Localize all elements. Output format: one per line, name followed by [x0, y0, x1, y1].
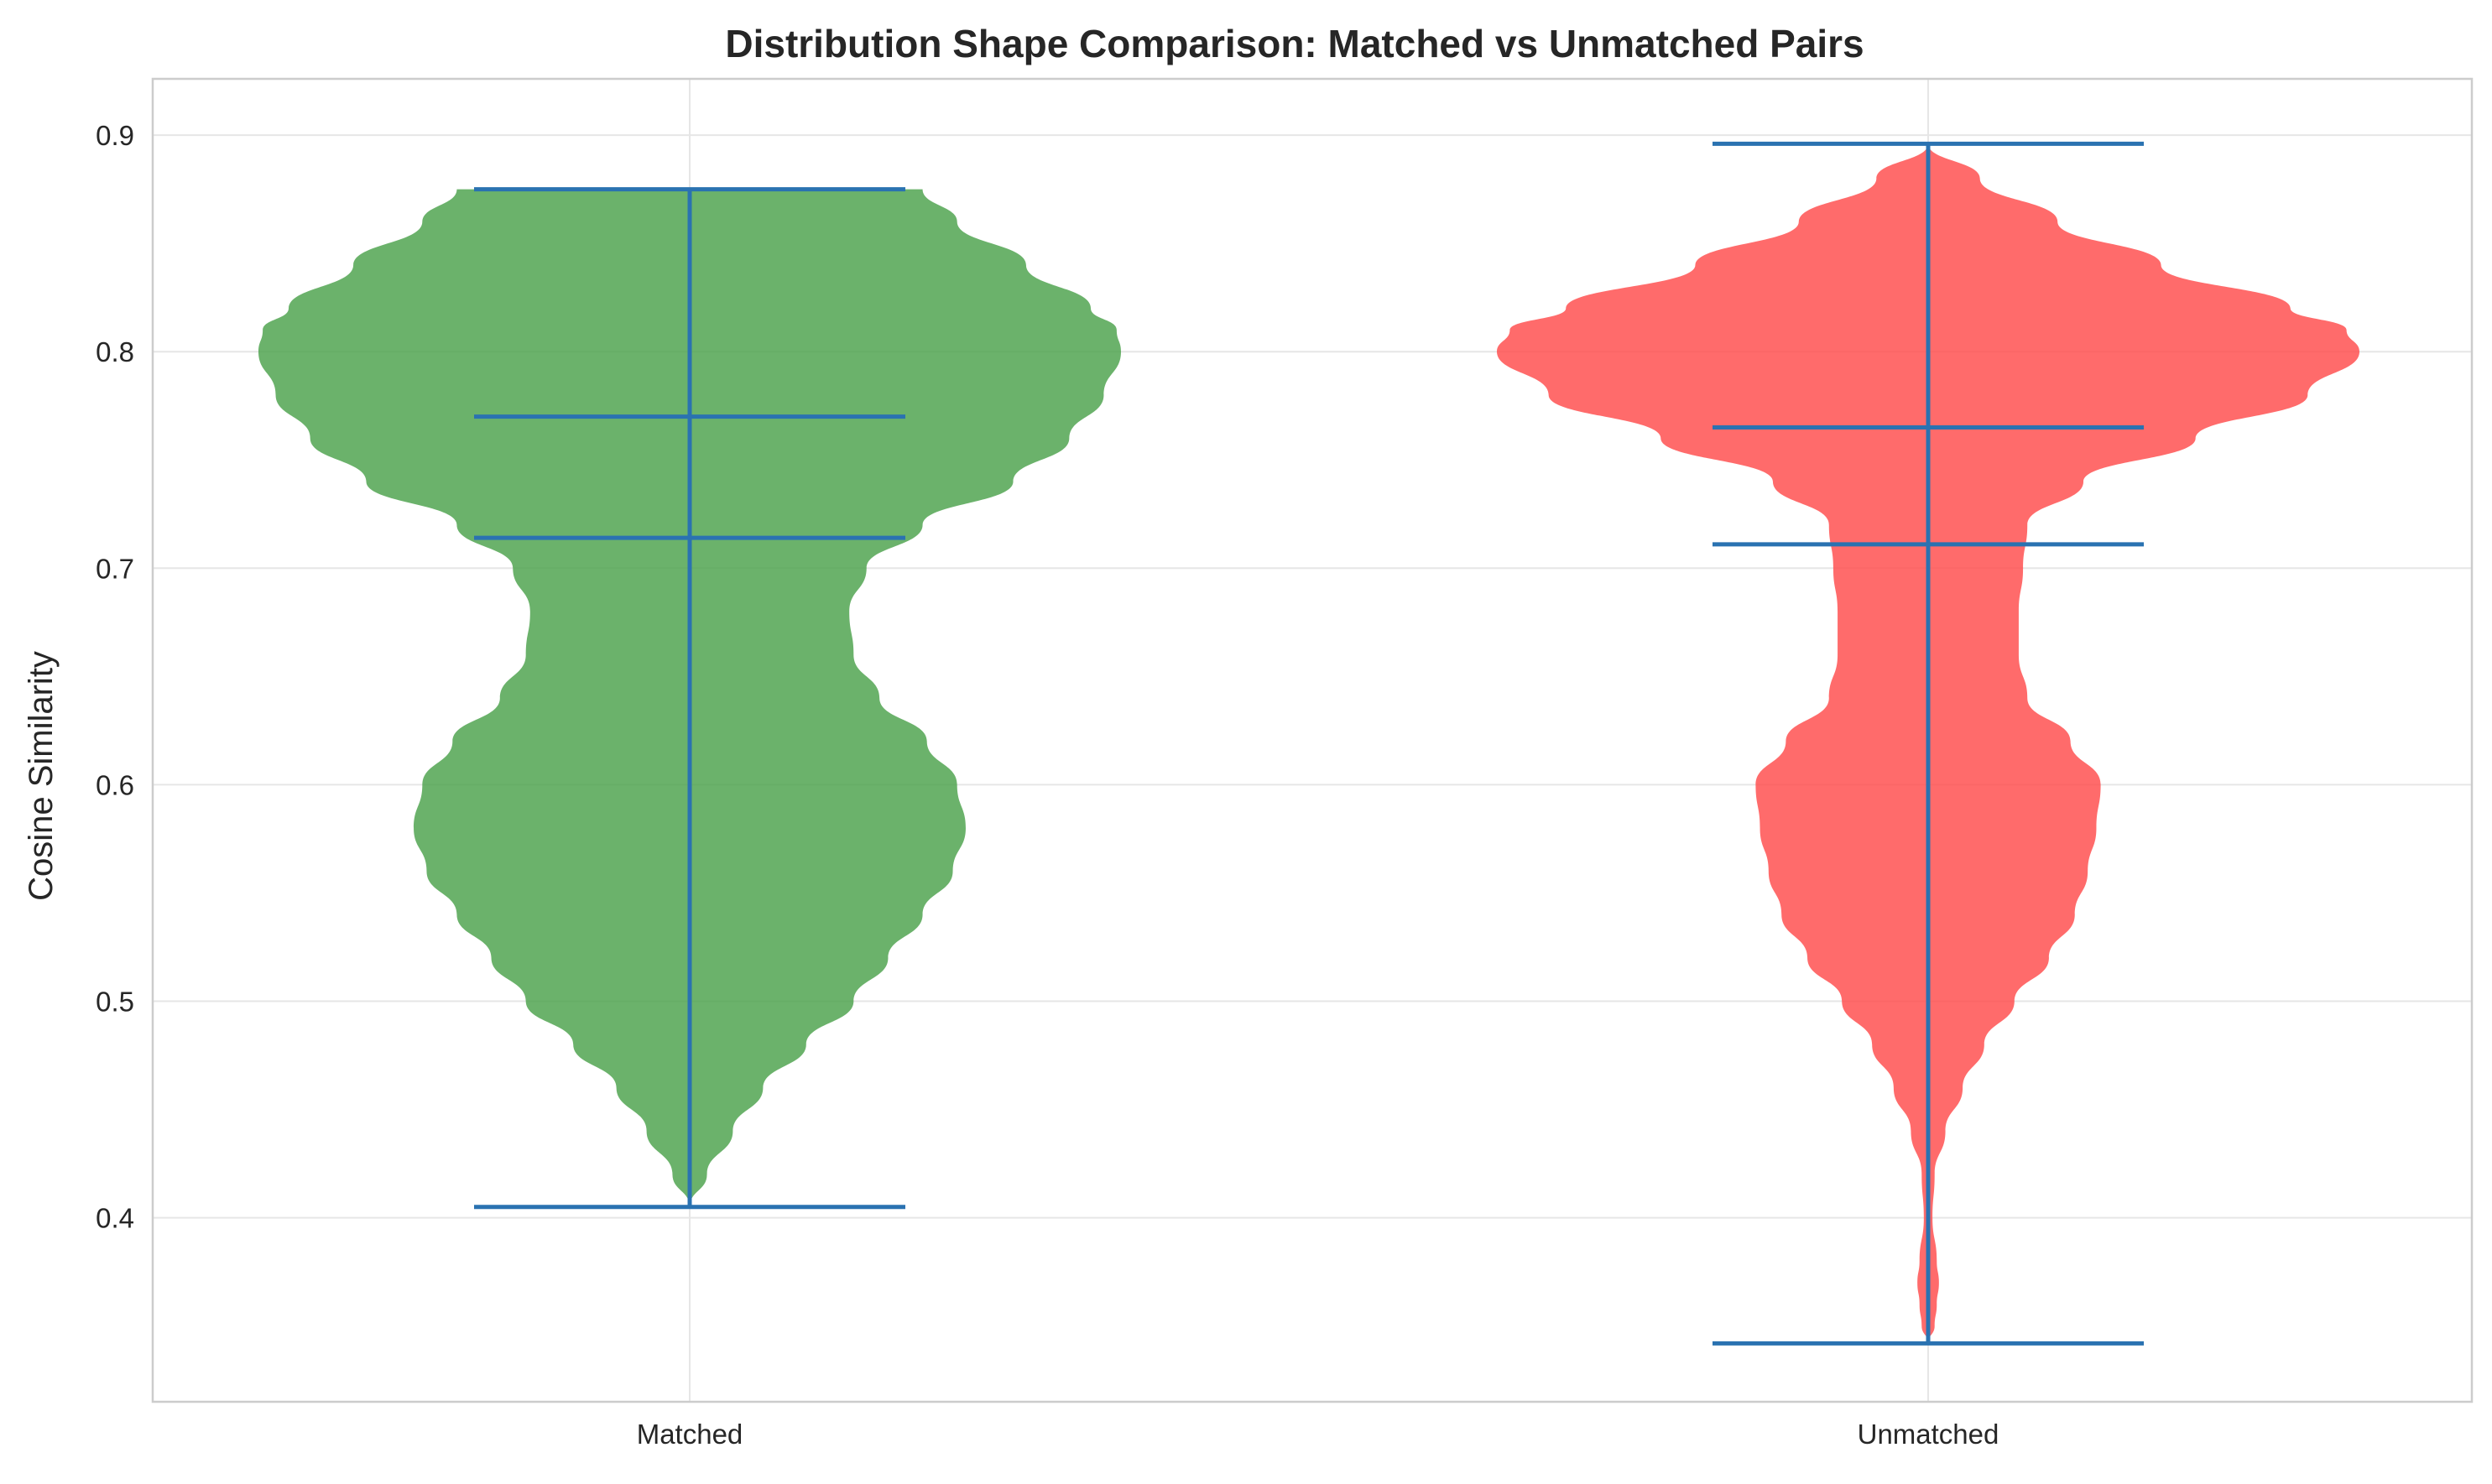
y-tick-label: 0.6: [96, 769, 134, 800]
y-tick-label: 0.9: [96, 120, 134, 151]
violin-stat-lines: [474, 141, 2144, 1346]
x-tick-label: Matched: [637, 1419, 743, 1450]
y-tick-label: 0.7: [96, 553, 134, 584]
plot-frame: [151, 77, 2474, 1403]
x-tick-label: Unmatched: [1858, 1419, 1999, 1450]
y-tick-label: 0.5: [96, 987, 134, 1018]
y-tick-label: 0.8: [96, 336, 134, 367]
y-tick-label: 0.4: [96, 1203, 134, 1234]
y-axis-label: Cosine Similarity: [23, 651, 60, 901]
axis-tick-labels: 0.4 0.5 0.6 0.7 0.8 0.9 Matched Unmatched: [96, 120, 1999, 1450]
chart-title: Distribution Shape Comparison: Matched v…: [725, 22, 1864, 65]
violin-bodies: [258, 143, 2359, 1344]
